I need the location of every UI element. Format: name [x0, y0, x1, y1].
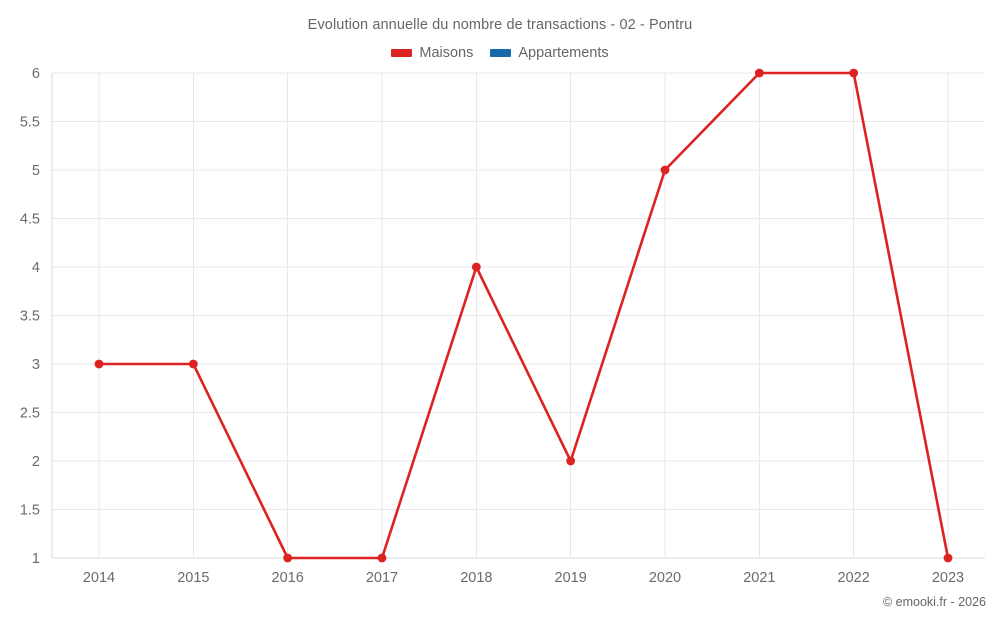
series-layer	[94, 68, 953, 563]
x-axis-tick-label: 2021	[743, 570, 775, 586]
data-point-marker[interactable]	[754, 68, 764, 78]
legend-item-appartements[interactable]: Appartements	[490, 45, 609, 61]
data-point-marker[interactable]	[188, 359, 198, 369]
legend-item-label: Maisons	[419, 45, 474, 61]
data-point-marker[interactable]	[849, 68, 859, 78]
chart-title: Evolution annuelle du nombre de transact…	[307, 17, 693, 33]
x-axis-tick-labels: 2014 2015 2016 2017 2018 2019 2020 2021 2022 2023	[83, 570, 964, 586]
y-axis-tick-label: 5	[32, 163, 40, 179]
y-axis-tick-label: 3	[32, 357, 40, 373]
y-axis-tick-label: 6	[32, 66, 40, 82]
series-line	[97, 71, 950, 560]
data-point-marker[interactable]	[566, 456, 576, 466]
legend-item-label: Appartements	[518, 45, 609, 61]
data-point-marker[interactable]	[377, 553, 387, 563]
x-axis-tick-label: 2019	[555, 570, 587, 586]
data-point-marker[interactable]	[94, 359, 104, 369]
y-axis-tick-label: 2	[32, 454, 40, 470]
legend-swatch-icon	[391, 49, 413, 57]
grid-layer	[51, 72, 985, 559]
x-axis-tick-label: 2023	[932, 570, 964, 586]
x-axis-tick-label: 2016	[272, 570, 304, 586]
y-axis-tick-label: 1	[32, 551, 40, 567]
x-axis-tick-label: 2022	[838, 570, 870, 586]
data-point-marker[interactable]	[943, 553, 953, 563]
x-axis-tick-label: 2017	[366, 570, 398, 586]
x-axis-tick-label: 2015	[177, 570, 209, 586]
chart-legend: Maisons Appartements	[0, 45, 1000, 61]
data-point-marker[interactable]	[283, 553, 293, 563]
y-axis-tick-label: 2.5	[20, 406, 40, 422]
x-axis-tick-label: 2018	[460, 570, 492, 586]
x-axis-tick-label: 2014	[83, 570, 115, 586]
y-axis-tick-label: 4	[32, 260, 40, 276]
legend-swatch-icon	[490, 49, 512, 57]
data-point-marker[interactable]	[471, 262, 481, 272]
y-axis-tick-label: 1.5	[20, 503, 40, 519]
y-axis-tick-label: 5.5	[20, 115, 40, 131]
data-point-marker[interactable]	[660, 165, 670, 175]
y-axis-tick-labels: 1 1.5 2 2.5 3 3.5 4 4.5 5 5.5 6	[20, 66, 40, 567]
copyright-footer: © emooki.fr - 2026	[882, 595, 986, 609]
y-axis-tick-label: 3.5	[20, 309, 40, 325]
x-axis-tick-label: 2020	[649, 570, 681, 586]
y-axis-tick-label: 4.5	[20, 212, 40, 228]
legend-item-maisons[interactable]: Maisons	[391, 45, 473, 61]
